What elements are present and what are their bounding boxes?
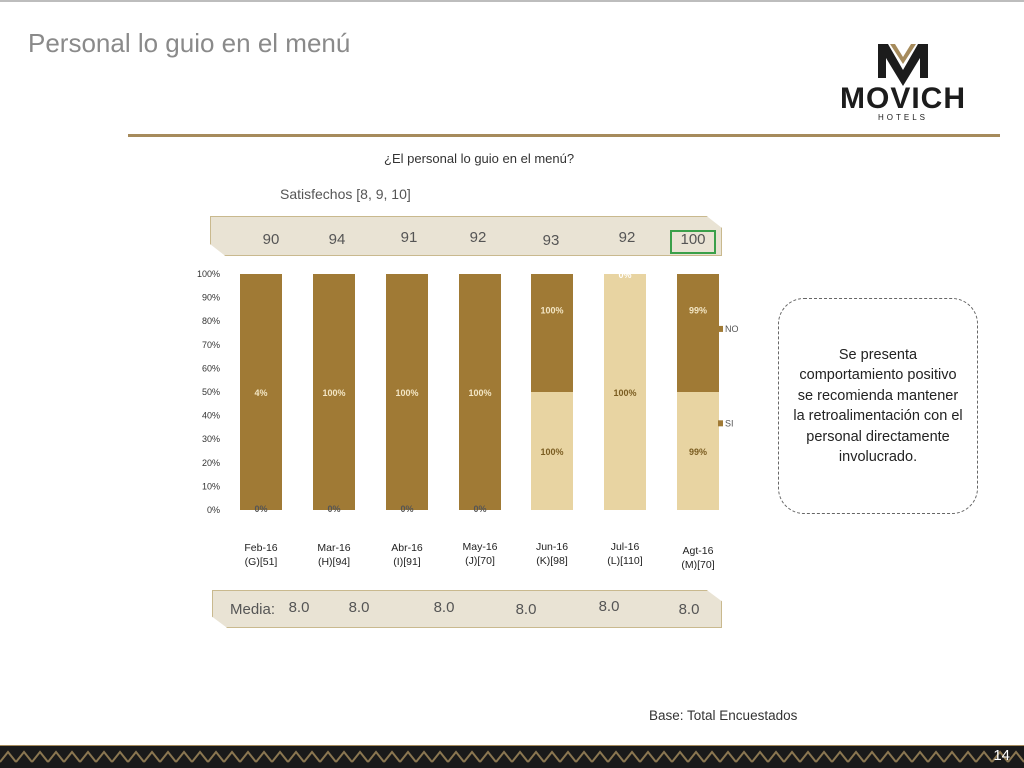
x-label-month: May-16 bbox=[462, 541, 498, 553]
logo-sub-text: HOTELS bbox=[878, 113, 928, 122]
data-label-no: 100% bbox=[395, 388, 418, 398]
data-label-si: 99% bbox=[689, 447, 707, 457]
callout-box: Se presenta comportamiento positivo se r… bbox=[778, 298, 978, 514]
x-label-base: (L)[110] bbox=[607, 555, 643, 567]
x-axis-label: Abr-16 (I)[91] bbox=[372, 541, 442, 569]
data-label-no: 100% bbox=[540, 305, 563, 315]
data-label-no: 99% bbox=[689, 305, 707, 315]
data-label-no: 100% bbox=[468, 388, 491, 398]
y-tick-label: 10% bbox=[202, 481, 220, 491]
data-label-si: 100% bbox=[613, 388, 636, 398]
media-panel bbox=[212, 590, 722, 628]
bar-no bbox=[240, 274, 282, 510]
bar-no bbox=[677, 274, 719, 392]
media-value: 8.0 bbox=[515, 601, 537, 618]
media-value: 8.0 bbox=[598, 598, 620, 615]
x-label-base: (G)[51] bbox=[244, 556, 278, 568]
data-label-no: 100% bbox=[322, 388, 345, 398]
chart-title: ¿El personal lo guio en el menú? bbox=[384, 151, 575, 166]
bar-si bbox=[531, 392, 573, 510]
media-value: 8.0 bbox=[678, 601, 700, 618]
media-value: 8.0 bbox=[288, 599, 310, 616]
y-tick-label: 20% bbox=[202, 458, 220, 468]
data-label-no: 0% bbox=[618, 270, 631, 280]
y-tick-label: 40% bbox=[202, 411, 220, 421]
x-axis-label: Agt-16 (M)[70] bbox=[663, 544, 733, 572]
data-label-si: 0% bbox=[473, 504, 486, 514]
satisfaction-value: 94 bbox=[328, 231, 346, 248]
movich-logo: MOVICH HOTELS bbox=[840, 44, 966, 122]
bar-si bbox=[604, 274, 646, 510]
highlight-box bbox=[670, 230, 716, 254]
page-title: Personal lo guio en el menú bbox=[28, 28, 351, 58]
x-axis-label: Mar-16 (H)[94] bbox=[299, 541, 369, 569]
stacked-bar-chart: 0% 10% 20% 30% 40% 50% 60% 70% 80% 90% 100% 0% 4% 0% 1… bbox=[197, 269, 739, 515]
x-label-base: (I)[91] bbox=[393, 556, 421, 568]
media-value: 8.0 bbox=[433, 599, 455, 616]
bar-no bbox=[459, 274, 501, 510]
legend-label-no: NO bbox=[725, 324, 739, 334]
legend-swatch-si bbox=[718, 420, 723, 427]
satisfaction-value: 90 bbox=[262, 231, 280, 248]
footer-pattern-band bbox=[0, 746, 1024, 768]
satisfaction-value: 100 bbox=[680, 231, 706, 248]
y-tick-label: 60% bbox=[202, 363, 220, 373]
x-axis-label: May-16 (J)[70] bbox=[445, 540, 515, 568]
data-label-si: 0% bbox=[254, 504, 267, 514]
x-label-base: (M)[70] bbox=[681, 559, 715, 571]
satisfaction-value: 93 bbox=[542, 232, 560, 249]
header-divider bbox=[128, 134, 1000, 137]
callout-text: Se presenta comportamiento positivo se r… bbox=[793, 346, 963, 466]
x-axis-label: Feb-16 (G)[51] bbox=[226, 541, 296, 569]
y-tick-label: 70% bbox=[202, 340, 220, 350]
y-tick-label: 100% bbox=[197, 269, 220, 279]
bar-no bbox=[531, 274, 573, 392]
x-axis-label: Jun-16 (K)[98] bbox=[517, 540, 587, 568]
y-tick-label: 50% bbox=[202, 387, 220, 397]
media-value: 8.0 bbox=[348, 599, 370, 616]
x-label-base: (J)[70] bbox=[465, 555, 495, 567]
legend-label-si: SI bbox=[725, 418, 734, 428]
base-note: Base: Total Encuestados bbox=[649, 708, 798, 723]
media-label: Media: bbox=[230, 601, 276, 618]
logo-brand-text: MOVICH bbox=[840, 82, 966, 115]
page-number: 14 bbox=[993, 747, 1010, 764]
x-label-month: Feb-16 bbox=[244, 542, 278, 554]
x-label-base: (K)[98] bbox=[536, 555, 568, 567]
x-axis-label: Jul-16 (L)[110] bbox=[590, 540, 660, 568]
x-label-month: Jun-16 bbox=[535, 541, 569, 553]
satisfaction-label: Satisfechos [8, 9, 10] bbox=[280, 186, 411, 202]
data-label-si: 0% bbox=[327, 504, 340, 514]
satisfaction-panel bbox=[210, 216, 722, 256]
satisfaction-value: 92 bbox=[618, 229, 636, 246]
y-tick-label: 90% bbox=[202, 293, 220, 303]
legend-swatch-no bbox=[718, 325, 723, 332]
x-label-month: Abr-16 bbox=[391, 542, 423, 554]
satisfaction-value: 92 bbox=[469, 229, 487, 246]
x-label-month: Jul-16 bbox=[610, 541, 640, 553]
x-label-month: Mar-16 bbox=[317, 542, 351, 554]
satisfaction-value: 91 bbox=[400, 229, 418, 246]
data-label-no: 4% bbox=[254, 388, 267, 398]
y-tick-label: 80% bbox=[202, 316, 220, 326]
x-label-base: (H)[94] bbox=[317, 556, 351, 568]
y-tick-label: 0% bbox=[207, 505, 220, 515]
bar-si bbox=[677, 392, 719, 510]
bar-no bbox=[313, 274, 355, 510]
data-label-si: 100% bbox=[540, 447, 563, 457]
top-rule bbox=[0, 0, 1024, 2]
x-label-month: Agt-16 bbox=[682, 545, 714, 557]
data-label-si: 0% bbox=[400, 504, 413, 514]
bar-no bbox=[386, 274, 428, 510]
y-tick-label: 30% bbox=[202, 434, 220, 444]
